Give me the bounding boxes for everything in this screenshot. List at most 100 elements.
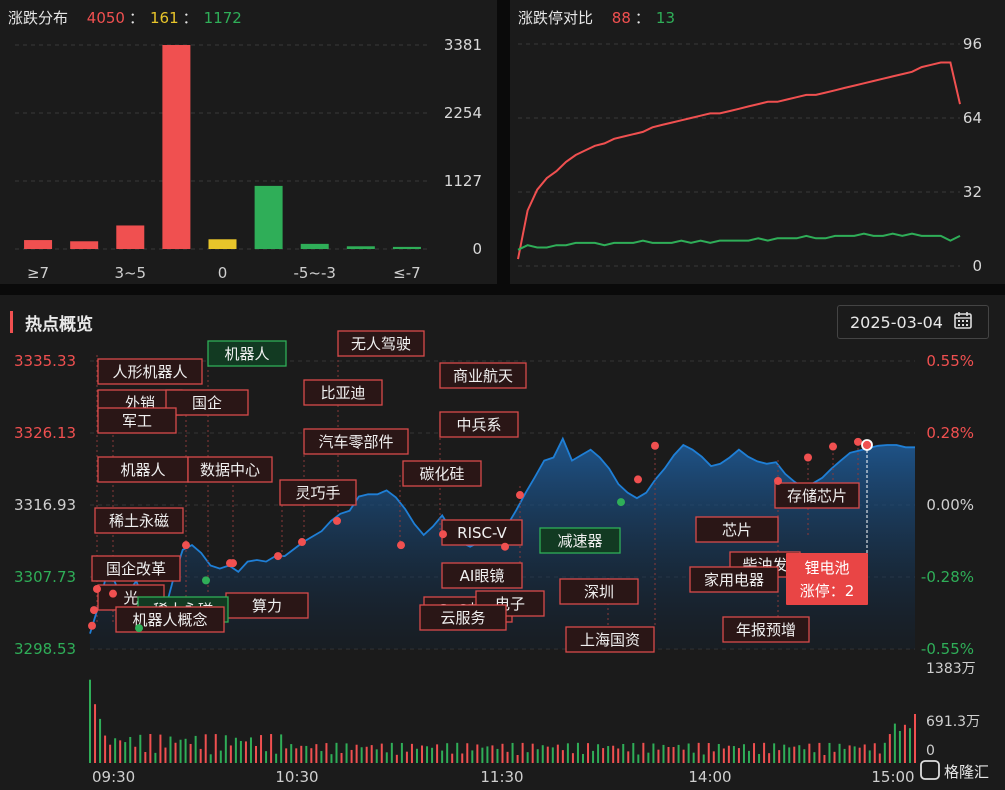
- bar: [116, 225, 145, 249]
- volume-bar: [778, 750, 781, 763]
- volume-bar: [868, 750, 871, 763]
- event-marker: [617, 498, 625, 507]
- y2-tick-label: -0.28%: [921, 568, 974, 586]
- volume-bar: [466, 743, 469, 763]
- hot-tag-box: [559, 578, 639, 605]
- volume-bar: [431, 747, 434, 763]
- volume-bar: [436, 744, 439, 763]
- volume-bar: [446, 743, 449, 763]
- event-marker: [182, 541, 190, 550]
- y-tick-label: 3316.93: [14, 496, 76, 514]
- volume-bar: [576, 742, 579, 763]
- volume-bar: [224, 735, 227, 763]
- hot-tag-label: 碳化硅: [419, 465, 464, 483]
- hot-tag-box: [97, 358, 203, 385]
- volume-bar: [260, 735, 263, 763]
- volume-bar: [788, 747, 791, 763]
- volume-bar: [415, 748, 418, 763]
- volume-bar: [380, 743, 383, 763]
- volume-bar: [179, 739, 182, 763]
- volume-bar: [94, 704, 97, 763]
- hot-tag-box: [187, 456, 273, 483]
- x-tick-label: 10:30: [275, 768, 318, 786]
- volume-bar: [914, 714, 916, 763]
- volume-bar: [390, 742, 393, 763]
- watermark: 格隆汇: [944, 763, 989, 781]
- hot-tag-label: 上海国资: [580, 631, 640, 649]
- volume-bar: [99, 718, 102, 763]
- bar: [300, 243, 329, 249]
- volume-bar: [597, 744, 600, 763]
- volume-bar: [506, 751, 509, 763]
- volume-tick-label: 1383万: [926, 661, 976, 677]
- volume-bar: [627, 751, 630, 763]
- volume-bar: [798, 745, 801, 763]
- volume-bar: [219, 750, 222, 763]
- limit-ratio-panel: 涨跌停对比 88： 13 0 32 64 96: [510, 0, 1005, 284]
- limit-up-count: 88: [611, 9, 631, 27]
- y2-tick-label: -0.55%: [921, 640, 974, 658]
- bar: [24, 240, 53, 249]
- x-tick-label: ≥7: [27, 264, 49, 282]
- volume-bar: [612, 745, 615, 763]
- volume-bar: [144, 752, 147, 763]
- volume-bar: [481, 747, 484, 763]
- volume-bar: [204, 734, 207, 763]
- series-line-limit-up: [517, 61, 961, 260]
- volume-bar: [325, 743, 328, 763]
- volume-bar: [707, 743, 710, 763]
- hot-tag-box: [91, 555, 181, 582]
- volume-bar: [441, 750, 444, 763]
- hot-tag-box: [303, 379, 383, 406]
- volume-bar: [169, 736, 172, 763]
- hot-tag-box: [303, 428, 409, 455]
- volume-bar: [818, 742, 821, 763]
- y2-tick-label: 0.28%: [926, 424, 974, 442]
- date-picker[interactable]: 2025-03-04: [837, 305, 989, 339]
- volume-bar: [622, 743, 625, 763]
- volume-bar: [340, 752, 343, 763]
- volume-bar: [551, 747, 554, 763]
- hot-overview-header: 热点概览: [10, 309, 93, 335]
- volume-bar: [209, 754, 212, 763]
- hot-tag-box: [402, 460, 482, 487]
- bar: [208, 239, 237, 249]
- y-tick-label: 1127: [444, 172, 482, 190]
- volume-bar: [244, 741, 247, 763]
- volume-bar: [536, 749, 539, 763]
- y-tick-label: 64: [963, 109, 982, 127]
- volume-bar: [456, 742, 459, 763]
- limit-ratio-title: 涨跌停对比: [518, 9, 594, 27]
- x-tick-label: 0: [218, 264, 228, 282]
- volume-bar: [878, 753, 881, 763]
- volume-bar: [355, 744, 358, 763]
- volume-bar: [189, 743, 192, 763]
- volume-bar: [124, 742, 127, 763]
- hot-overview-chart: 3335.33 0.55% 3326.13 0.28% 3316.93 0.00% 3307…: [14, 330, 989, 786]
- volume-bar: [400, 742, 403, 763]
- volume-bar: [883, 742, 886, 763]
- volume-bar: [908, 728, 911, 763]
- hot-tag-label: 比亚迪: [320, 384, 365, 402]
- x-tick-label: 11:30: [480, 768, 523, 786]
- separator: ：: [182, 9, 198, 27]
- hot-tag-box: [165, 389, 249, 416]
- volume-bar: [662, 744, 665, 763]
- volume-bar: [737, 748, 740, 763]
- volume-bar: [496, 748, 499, 763]
- volume-bar: [89, 679, 91, 763]
- limit-ratio-header: 涨跌停对比 88： 13: [518, 7, 675, 28]
- event-marker: [90, 606, 98, 615]
- volume-bar: [581, 753, 584, 763]
- volume-bar: [516, 754, 519, 763]
- event-marker: [298, 538, 306, 547]
- hot-tag-label: 国企改革: [106, 560, 166, 578]
- date-value: 2025-03-04: [850, 312, 943, 332]
- hot-tag-box: [689, 566, 779, 593]
- calendar-icon[interactable]: [953, 310, 973, 334]
- volume-bar: [566, 743, 569, 763]
- callout-title: 锂电池: [804, 559, 849, 577]
- hot-tag-label: 无人驾驶: [351, 335, 411, 353]
- hot-tag-label: 灵巧手: [295, 484, 340, 502]
- distribution-panel: 涨跌分布 4050： 161： 1172 0 1127 2254 3381 ≥7 3~5 0 -5…: [0, 0, 497, 284]
